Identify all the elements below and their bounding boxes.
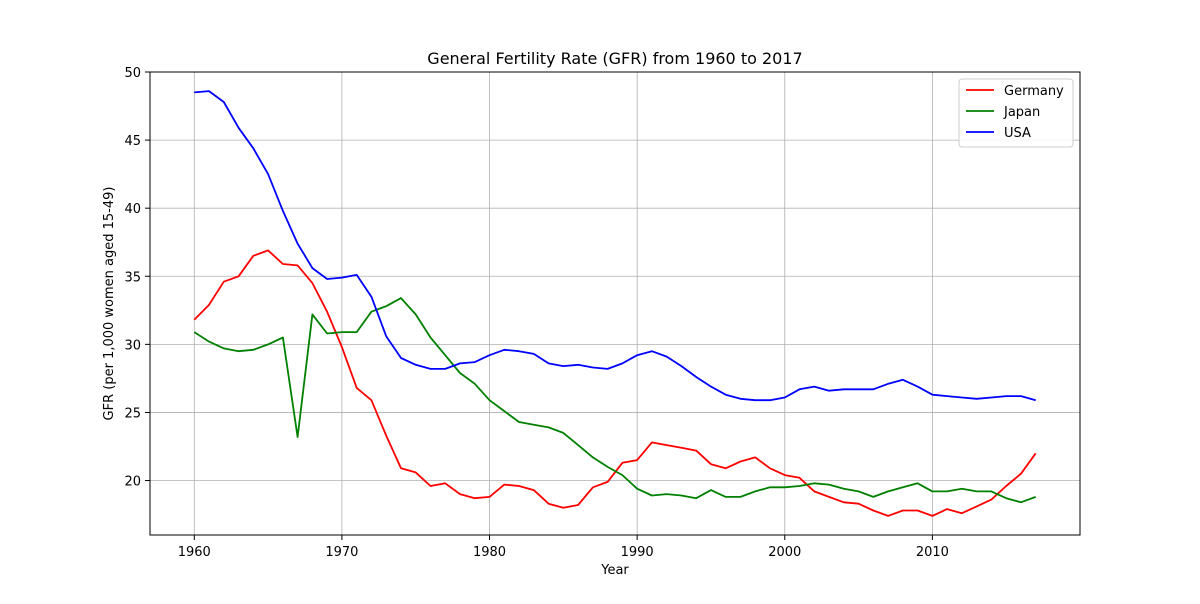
x-tick-label: 1960: [178, 545, 211, 560]
series-line-usa: [194, 90, 1036, 402]
axis-ticks: 1960 1970 1980 1990 2000 2010 20 25 30 35 40 45 50: [124, 66, 948, 560]
series-line-germany: [193, 249, 1037, 517]
y-tick-label: 25: [124, 406, 141, 421]
x-tick-label: 1980: [473, 545, 506, 560]
legend-label-japan: Japan: [1003, 105, 1040, 120]
x-tick-label: 2000: [768, 545, 801, 560]
x-axis-label: Year: [600, 563, 629, 578]
series-line-japan: [193, 297, 1037, 504]
plot-frame: [149, 71, 1081, 536]
grid: [150, 71, 1080, 535]
legend: Germany Japan USA: [958, 78, 1074, 148]
x-tick-label: 1970: [325, 545, 358, 560]
y-tick-label: 20: [124, 475, 141, 490]
x-tick-label: 1990: [621, 545, 654, 560]
y-tick-label: 30: [124, 338, 141, 353]
legend-label-usa: USA: [1004, 126, 1031, 141]
series-lines: [193, 90, 1037, 517]
y-tick-label: 45: [124, 134, 141, 149]
chart-title: General Fertility Rate (GFR) from 1960 t…: [427, 49, 802, 68]
legend-box: [958, 78, 1074, 148]
legend-label-germany: Germany: [1004, 84, 1064, 99]
y-axis-label: GFR (per 1,000 women aged 15-49): [102, 187, 117, 421]
y-tick-label: 35: [124, 270, 141, 285]
y-tick-label: 50: [124, 66, 141, 81]
x-tick-label: 2010: [916, 545, 949, 560]
y-tick-label: 40: [124, 202, 141, 217]
